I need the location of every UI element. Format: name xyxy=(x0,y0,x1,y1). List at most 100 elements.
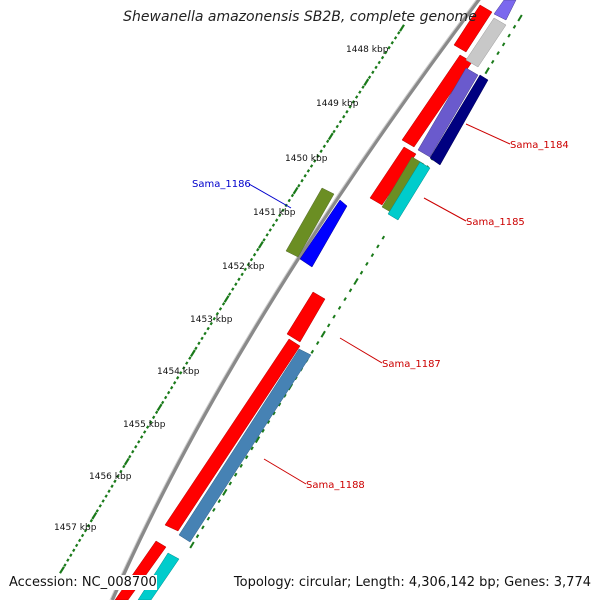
cds-sama-1187[interactable] xyxy=(286,291,326,343)
gene-label-sama-1184[interactable]: Sama_1184 xyxy=(510,140,569,151)
outer-tick xyxy=(185,361,189,365)
outer-tick xyxy=(134,445,138,449)
outer-tick xyxy=(131,449,135,454)
outer-tick xyxy=(197,341,201,346)
outer-tick xyxy=(116,474,120,479)
inner-tick xyxy=(266,419,271,425)
outer-tick xyxy=(145,425,150,429)
callout-lines xyxy=(248,123,511,485)
outer-tick xyxy=(387,45,391,50)
cds-top-slate-small[interactable] xyxy=(493,0,517,21)
outer-tick xyxy=(287,198,291,203)
cds-sama-1186[interactable] xyxy=(285,187,335,258)
outer-tick xyxy=(322,144,327,149)
cds-sama-1184[interactable] xyxy=(429,74,489,166)
outer-tick xyxy=(215,312,220,316)
cds-sama-1185[interactable] xyxy=(387,161,431,221)
outer-tick xyxy=(151,415,156,420)
outer-tick xyxy=(292,186,299,195)
kbp-labels: 1448 kbp 1449 kbp 1450 kbp 1451 kbp 1452… xyxy=(54,45,389,533)
outer-tick xyxy=(110,484,114,488)
outer-tick xyxy=(156,403,163,412)
gene-label-sama-1185[interactable]: Sama_1185 xyxy=(466,217,525,228)
outer-tick xyxy=(348,105,352,109)
outer-tick xyxy=(374,65,378,70)
outer-tick xyxy=(306,169,311,173)
outer-tick xyxy=(128,454,132,459)
outer-tick xyxy=(77,538,82,543)
outer-tick xyxy=(290,193,295,198)
cds-top-red-3[interactable] xyxy=(369,146,417,206)
genome-backbone xyxy=(110,0,481,600)
inner-tick xyxy=(228,481,233,486)
inner-tick xyxy=(272,411,276,416)
inner-tick xyxy=(381,235,386,240)
outer-tick xyxy=(338,119,343,124)
cds-sama-1188-red[interactable] xyxy=(164,338,301,532)
cds-sama-1188[interactable] xyxy=(178,348,312,543)
inner-tick xyxy=(206,516,211,521)
outer-tick xyxy=(95,509,99,513)
outer-tick xyxy=(363,78,370,86)
outer-tick xyxy=(142,430,147,434)
outer-tick xyxy=(200,336,204,341)
gene-label-sama-1186[interactable]: Sama_1186 xyxy=(192,179,251,190)
inner-tick xyxy=(359,270,364,275)
outer-tick xyxy=(268,228,272,232)
map-title: Shewanella amazonensis SB2B, complete ge… xyxy=(123,9,477,25)
kbp-label-1451: 1451 kbp xyxy=(253,208,296,218)
outer-tick xyxy=(384,50,388,55)
outer-tick xyxy=(172,381,177,385)
outer-tick xyxy=(221,302,226,306)
outer-tick xyxy=(218,307,223,311)
outer-tick xyxy=(69,553,73,557)
inner-tick xyxy=(517,14,523,22)
kbp-label-1453: 1453 kbp xyxy=(190,315,233,325)
outer-tick xyxy=(179,371,183,375)
inner-tick xyxy=(348,288,353,293)
outer-tick xyxy=(309,164,314,168)
outer-tick xyxy=(122,464,126,469)
inner-tick xyxy=(277,402,282,407)
outer-tick xyxy=(72,548,76,553)
outer-tick xyxy=(237,277,241,282)
kbp-label-1456: 1456 kbp xyxy=(89,472,132,482)
gene-label-sama-1187[interactable]: Sama_1187 xyxy=(382,359,441,370)
gene-label-sama-1188[interactable]: Sama_1188 xyxy=(306,480,365,491)
outer-tick xyxy=(335,124,339,129)
outer-tick xyxy=(119,469,123,474)
outer-tick xyxy=(234,282,238,286)
outer-tick xyxy=(332,129,336,134)
cds-top-red-1[interactable] xyxy=(453,4,493,53)
outer-tick xyxy=(246,262,251,267)
outer-tick xyxy=(390,41,394,45)
outer-tick xyxy=(265,233,269,237)
cds-top-slate[interactable] xyxy=(417,67,479,158)
outer-tick xyxy=(252,252,257,257)
cds-sama-1186-blue[interactable] xyxy=(299,199,348,268)
inner-tick xyxy=(233,472,238,477)
inner-tick xyxy=(343,297,347,302)
cds-top-gray[interactable] xyxy=(465,17,507,68)
outer-tick xyxy=(175,376,180,380)
inner-tick xyxy=(244,455,249,460)
inner-tick xyxy=(353,277,359,286)
outer-tick xyxy=(249,257,254,262)
kbp-label-1452: 1452 kbp xyxy=(222,262,265,272)
outer-tick xyxy=(399,24,405,32)
outer-tick xyxy=(63,563,67,567)
outer-tick xyxy=(148,420,153,424)
outer-tick xyxy=(361,85,365,89)
inner-tick xyxy=(512,24,517,29)
outer-tick xyxy=(98,504,102,508)
outer-tick xyxy=(203,331,207,336)
outer-tick xyxy=(358,90,362,94)
genome-backbone-highlight xyxy=(109,0,477,600)
outer-tick xyxy=(371,70,375,75)
inner-tick xyxy=(212,507,216,512)
outer-tick xyxy=(160,400,165,405)
outer-tick xyxy=(113,479,117,484)
outer-tick xyxy=(300,178,304,183)
outer-tick xyxy=(351,100,356,104)
